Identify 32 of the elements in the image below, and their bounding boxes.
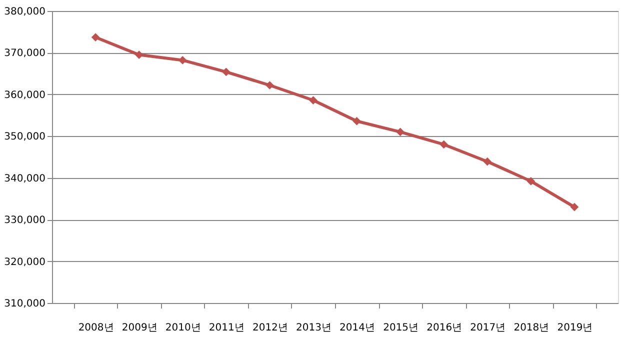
point	[396, 128, 404, 136]
point	[483, 157, 492, 166]
y-tick-label: 360,000	[4, 90, 46, 101]
x-tick-label: 2015년	[383, 322, 419, 334]
y-tick-label: 370,000	[4, 48, 46, 60]
x-tick-label: 2008년	[78, 322, 114, 334]
x-tick-label: 2011년	[208, 322, 244, 334]
x-tick-label: 2013년	[296, 322, 332, 334]
x-tick-label: 2019년	[557, 322, 593, 334]
point	[266, 81, 274, 90]
y-tick-label: 320,000	[4, 256, 46, 268]
y-tick-label: 330,000	[4, 215, 46, 226]
x-tick-label: 2009년	[122, 322, 158, 334]
x-tick-label: 2016년	[426, 322, 462, 334]
point	[570, 202, 579, 212]
point	[178, 56, 187, 64]
y-tick-label: 340,000	[4, 173, 46, 184]
x-tick-label: 2014년	[340, 322, 375, 334]
x-tick-label: 2012년	[252, 322, 288, 334]
point	[440, 140, 448, 149]
x-tick-label: 2017년	[470, 322, 506, 334]
point	[352, 116, 361, 126]
y-tick-label: 350,000	[4, 132, 46, 143]
point	[526, 177, 536, 186]
point	[222, 68, 230, 76]
y-tick-label: 310,000	[4, 298, 46, 310]
x-tick-label: 2010년	[165, 322, 201, 334]
point	[134, 50, 144, 59]
y-tick-label: 380,000	[4, 6, 46, 18]
x-tick-label: 2018년	[514, 322, 550, 334]
point	[309, 96, 318, 104]
point	[91, 33, 100, 42]
